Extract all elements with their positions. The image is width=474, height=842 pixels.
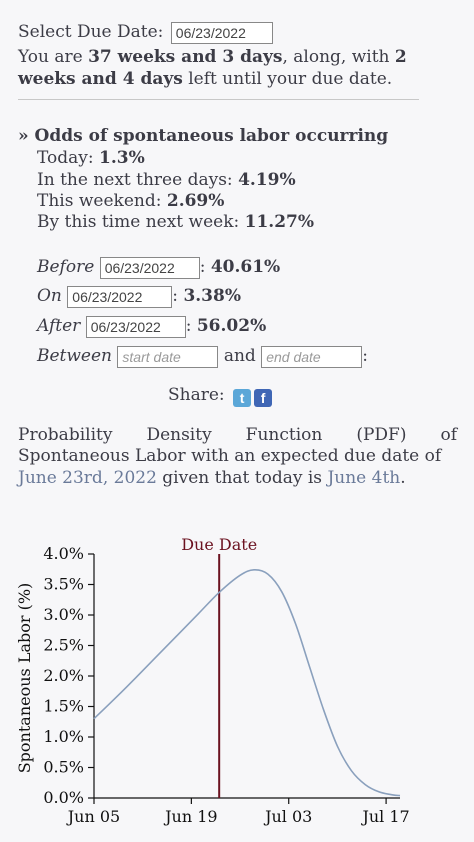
between-start-input[interactable]: start date: [117, 345, 219, 368]
odds-weekend-value: 2.69%: [166, 191, 225, 211]
status-line-2: weeks and 4 days left until your due dat…: [18, 68, 392, 90]
between-end-input[interactable]: end date: [261, 345, 363, 368]
weeks-left-number: 2: [394, 47, 407, 67]
x-tick-label: Jul 17: [360, 807, 409, 826]
odds-next-week-label: By this time next week:: [37, 212, 245, 232]
divider: [18, 99, 419, 100]
today-link[interactable]: June 4th: [327, 468, 401, 488]
before-label: Before: [37, 257, 95, 277]
description-line-3: June 23rd, 2022 given that today is June…: [18, 467, 406, 489]
odds-three-days-value: 4.19%: [238, 170, 296, 190]
odds-three-days: In the next three days: 4.19%: [37, 169, 296, 191]
chart-marks: Due Date: [93, 535, 401, 798]
y-axis-label: Spontaneous Labor (%): [15, 583, 34, 774]
between-and-label: and: [223, 346, 256, 366]
description-word: of: [440, 425, 457, 445]
between-label: Between: [37, 346, 113, 366]
y-tick-label: 1.5%: [43, 697, 84, 716]
odds-today-value: 1.3%: [99, 148, 145, 168]
before-value: 40.61%: [210, 257, 281, 277]
before-colon: :: [199, 257, 206, 277]
odds-next-week: By this time next week: 11.27%: [37, 211, 314, 233]
on-date-input[interactable]: 06/23/2022: [67, 285, 173, 308]
weeks-along: 37 weeks and 3 days: [88, 47, 283, 67]
x-tick-label: Jul 03: [263, 807, 312, 826]
odds-today: Today: 1.3%: [37, 147, 145, 169]
y-tick-label: 2.0%: [43, 666, 84, 685]
odds-next-week-value: 11.27%: [244, 212, 315, 232]
on-value: 3.38%: [183, 286, 241, 306]
description-mid: given that today is: [156, 468, 328, 488]
between-row: Between start date and end date:: [37, 345, 368, 368]
after-date-input[interactable]: 06/23/2022: [85, 315, 186, 338]
y-tick-label: 0.0%: [43, 788, 84, 807]
x-tick-label: Jun 19: [163, 807, 217, 826]
status-prefix: You are: [18, 47, 89, 67]
status-mid: , along, with: [282, 47, 395, 67]
twitter-icon[interactable]: t: [233, 389, 252, 407]
after-value: 56.02%: [196, 316, 267, 336]
description-word: Density: [146, 425, 212, 445]
weeks-left: weeks and 4 days: [18, 69, 183, 89]
description-line-2: Spontaneous Labor with an expected due d…: [18, 446, 442, 466]
due-date-input[interactable]: 06/23/2022: [170, 21, 273, 44]
on-label: On: [37, 286, 62, 306]
after-row: After 06/23/2022: 56.02%: [37, 315, 266, 338]
on-colon: :: [172, 286, 179, 306]
select-due-date-label: Select Due Date:: [18, 22, 164, 42]
after-colon: :: [185, 316, 192, 336]
after-label: After: [37, 316, 81, 336]
due-date-annotation: Due Date: [181, 535, 257, 554]
due-date-link[interactable]: June 23rd, 2022: [18, 468, 157, 488]
y-tick-label: 4.0%: [43, 544, 84, 563]
status-suffix: left until your due date.: [182, 69, 393, 89]
odds-today-label: Today:: [37, 148, 100, 168]
status-line-1: You are 37 weeks and 3 days, along, with…: [18, 46, 407, 68]
y-tick-label: 1.0%: [43, 727, 84, 746]
y-tick-label: 3.5%: [43, 575, 84, 594]
pdf-chart: 0.0% 0.5% 1.0% 1.5% 2.0% 2.5% 3.0% 3.5% 4.0% Jun …: [15, 535, 410, 826]
select-due-date-row: Select Due Date: 06/23/2022: [18, 21, 273, 44]
description-end: .: [400, 468, 406, 488]
y-tick-label: 0.5%: [43, 758, 84, 777]
description-line-1: Probability Density Function (PDF) of: [18, 424, 457, 446]
y-tick-label: 3.0%: [43, 605, 84, 624]
pdf-series-line: [93, 569, 401, 797]
before-row: Before 06/23/2022: 40.61%: [37, 256, 280, 279]
facebook-icon[interactable]: f: [254, 389, 273, 407]
chart-axes: 0.0% 0.5% 1.0% 1.5% 2.0% 2.5% 3.0% 3.5% 4.0% Jun …: [15, 544, 410, 826]
description-word: Probability: [18, 425, 113, 445]
odds-heading: » Odds of spontaneous labor occurring: [18, 126, 389, 146]
odds-three-days-label: In the next three days:: [37, 170, 239, 190]
x-tick-label: Jun 05: [66, 807, 120, 826]
odds-weekend: This weekend: 2.69%: [37, 190, 224, 212]
description-word: (PDF): [356, 425, 407, 445]
between-colon: :: [362, 346, 368, 366]
odds-weekend-label: This weekend:: [37, 191, 167, 211]
before-date-input[interactable]: 06/23/2022: [99, 256, 200, 279]
description-word: Function: [245, 425, 323, 445]
on-row: On 06/23/2022: 3.38%: [37, 285, 241, 308]
share-label: Share:: [168, 385, 225, 405]
y-tick-label: 2.5%: [43, 636, 84, 655]
